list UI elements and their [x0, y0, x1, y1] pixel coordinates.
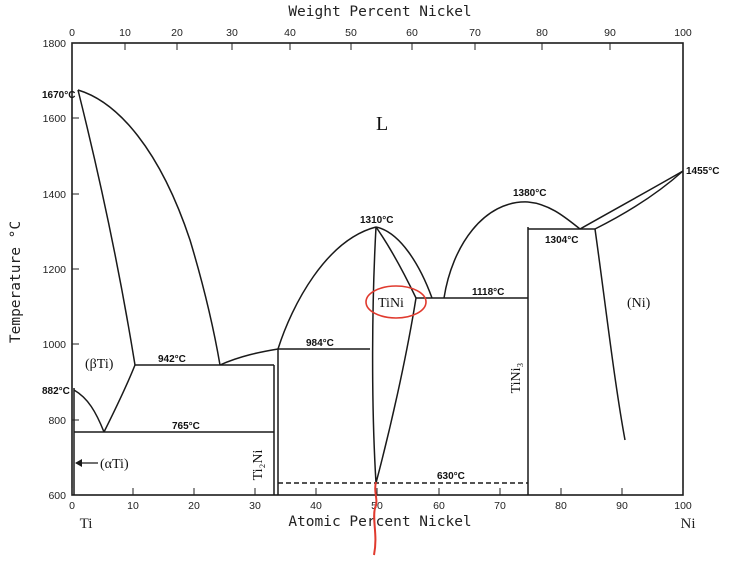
top-tick-label: 70 — [469, 27, 481, 39]
bottom-tick-label: 80 — [555, 500, 567, 512]
red-annotations — [365, 285, 427, 556]
y-tick-label: 1200 — [43, 264, 67, 276]
y-tick-labels: 600 800 1000 1200 1400 1600 1800 — [43, 38, 67, 502]
bottom-axis-title: Atomic Percent Nickel — [288, 514, 471, 530]
solidus-ni-side — [594, 170, 684, 230]
temp-label-942: 942°C — [158, 354, 186, 365]
top-tick-label: 30 — [226, 27, 238, 39]
temp-label-1118: 1118°C — [472, 287, 504, 298]
y-tick-label: 800 — [48, 415, 66, 427]
plot-frame — [71, 42, 684, 496]
arrow-head-icon — [75, 459, 82, 467]
phase-label-beta-ti: (βTi) — [85, 357, 114, 372]
solidus-beta-ti — [77, 89, 136, 366]
top-axis-title: Weight Percent Nickel — [288, 4, 471, 20]
temp-label-1455: 1455°C — [686, 166, 719, 177]
top-tick-label: 0 — [69, 27, 75, 39]
temp-label-1304: 1304°C — [545, 235, 578, 246]
phase-label-tini: TiNi — [378, 296, 404, 311]
liquidus-tini-right — [375, 226, 433, 299]
left-element-label: Ti — [80, 516, 93, 532]
phase-label-tini3: TiNi₃ — [509, 362, 524, 393]
liquidus-ni-side — [579, 170, 684, 230]
top-tick-label: 90 — [604, 27, 616, 39]
tini-field-left — [371, 226, 377, 484]
bottom-tick-label: 30 — [249, 500, 261, 512]
bottom-tick-label: 90 — [616, 500, 628, 512]
phase-label-ti2ni: Ti₂Ni — [251, 449, 266, 480]
top-tick-label: 40 — [284, 27, 296, 39]
bottom-tick-label: 60 — [433, 500, 445, 512]
y-axis-title: Temperature °C — [8, 221, 24, 343]
top-tick-labels: 0 10 20 30 40 50 60 70 80 90 100 — [69, 27, 692, 39]
temp-label-765: 765°C — [172, 421, 200, 432]
top-tick-label: 60 — [406, 27, 418, 39]
y-tick-label: 1000 — [43, 339, 67, 351]
beta-transus-left — [73, 389, 105, 433]
bottom-tick-label: 40 — [310, 500, 322, 512]
top-tick-label: 50 — [345, 27, 357, 39]
phase-boundaries — [73, 89, 684, 495]
y-ticks — [72, 42, 79, 496]
y-tick-label: 1400 — [43, 189, 67, 201]
right-element-label: Ni — [681, 516, 696, 532]
alpha-ti-arrow — [75, 459, 98, 467]
liquidus-ti-side — [77, 89, 221, 366]
bottom-tick-label: 70 — [494, 500, 506, 512]
bottom-tick-label: 20 — [188, 500, 200, 512]
liquidus-tini-left — [277, 226, 377, 350]
liquidus-tini3-left — [443, 201, 529, 299]
temp-label-882: 882°C — [42, 386, 70, 397]
y-tick-label: 600 — [48, 490, 66, 502]
phase-label-alpha-ti: (αTi) — [100, 457, 129, 472]
top-tick-label: 80 — [536, 27, 548, 39]
temp-label-1670: 1670°C — [42, 90, 75, 101]
top-tick-label: 20 — [171, 27, 183, 39]
top-ticks — [71, 43, 684, 50]
liquidus-tini3-right — [527, 201, 581, 230]
y-tick-label: 1600 — [43, 113, 67, 125]
bottom-tick-labels: 0 10 20 30 40 50 60 70 80 90 100 — [69, 500, 692, 512]
tini-field-right — [375, 226, 417, 484]
beta-transus-right — [103, 364, 136, 433]
bottom-tick-label: 50 — [371, 500, 383, 512]
temp-label-1380: 1380°C — [513, 188, 546, 199]
phase-label-liquid: L — [376, 113, 388, 135]
y-tick-label: 1800 — [43, 38, 67, 50]
bottom-tick-label: 0 — [69, 500, 75, 512]
tini-highlight-circle — [365, 285, 427, 319]
phase-label-ni: (Ni) — [627, 296, 651, 311]
top-tick-label: 10 — [119, 27, 131, 39]
temp-label-984: 984°C — [306, 338, 334, 349]
bottom-tick-label: 10 — [127, 500, 139, 512]
temp-label-1310: 1310°C — [360, 215, 393, 226]
bottom-ticks — [71, 488, 684, 495]
temp-label-630: 630°C — [437, 471, 465, 482]
ni-solvus — [594, 228, 626, 441]
bottom-tick-label: 100 — [674, 500, 692, 512]
liquidus-to-984 — [219, 348, 279, 366]
top-tick-label: 100 — [674, 27, 692, 39]
composition-marker-line — [373, 481, 378, 556]
